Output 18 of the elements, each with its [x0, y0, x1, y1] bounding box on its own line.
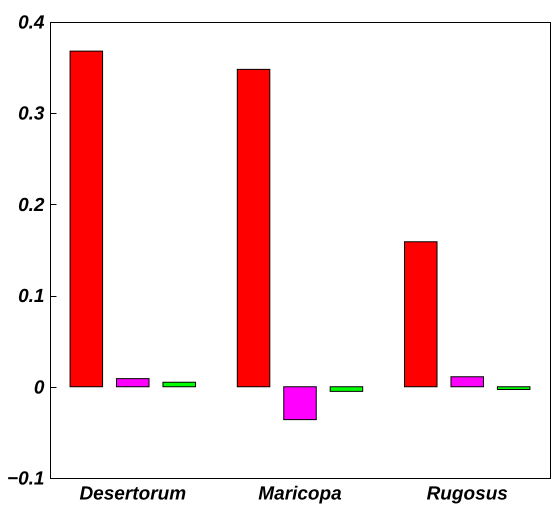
y-tick-label: 0.1 — [18, 286, 44, 308]
y-tick-label: 0 — [34, 377, 45, 398]
bar — [70, 50, 104, 388]
bar — [236, 68, 270, 388]
bar — [404, 241, 438, 388]
y-tick-label: 0.4 — [18, 12, 45, 34]
bar — [162, 382, 196, 388]
bar — [330, 386, 364, 392]
y-tick-label: 0.2 — [18, 194, 45, 216]
x-tick-label: Rugosus — [426, 484, 508, 504]
bar — [283, 386, 317, 420]
x-tick-label: Maricopa — [258, 484, 342, 504]
bar — [496, 386, 530, 390]
x-tick-label: Desertorum — [79, 484, 186, 504]
bar — [116, 378, 150, 388]
bar — [450, 376, 484, 388]
y-tick-label: 0.3 — [18, 104, 45, 125]
y-tick-label: −0.1 — [6, 468, 44, 490]
